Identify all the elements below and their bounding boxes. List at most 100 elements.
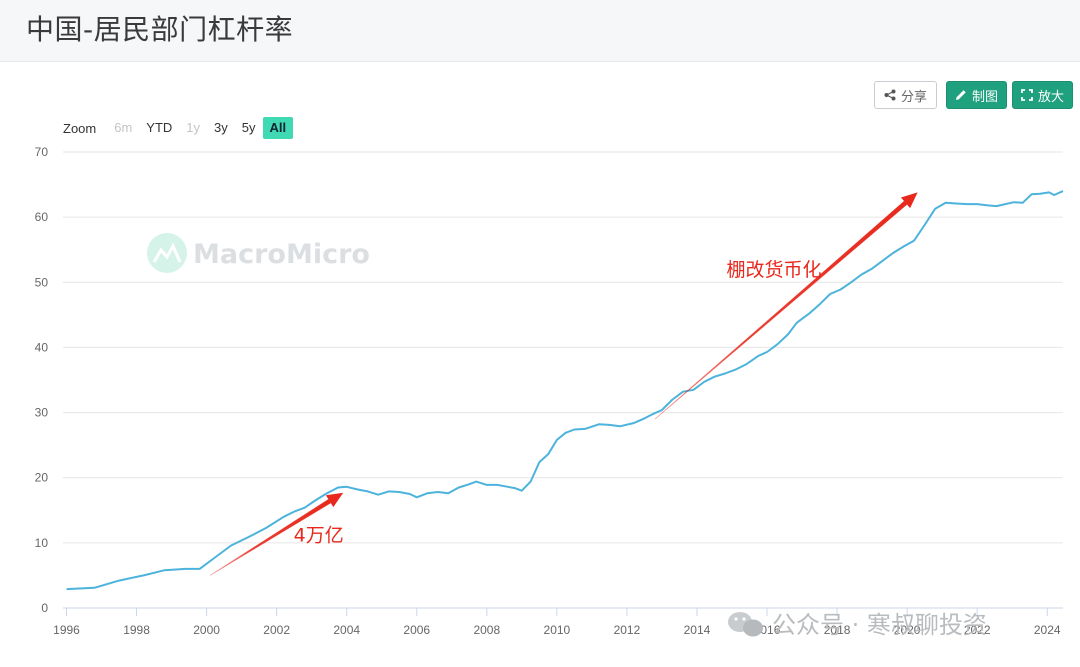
data-point xyxy=(1031,194,1033,196)
data-point xyxy=(447,493,449,495)
fullscreen-label: 放大 xyxy=(1037,89,1064,105)
zoom-ytd-button[interactable]: YTD xyxy=(146,120,173,135)
data-point xyxy=(1013,201,1015,203)
data-point xyxy=(693,389,695,391)
page-title: 中国-居民部门杠杆率 xyxy=(26,13,294,46)
data-point xyxy=(409,493,411,495)
x-tick-label: 2004 xyxy=(333,623,360,637)
data-point xyxy=(164,569,166,571)
wechat-icon xyxy=(728,612,763,637)
data-point xyxy=(850,281,852,283)
data-point xyxy=(682,391,684,393)
data-point xyxy=(787,334,789,336)
zoom-1y-button[interactable]: 1y xyxy=(186,120,201,135)
x-tick-label: 2018 xyxy=(824,623,851,637)
data-point xyxy=(757,355,759,357)
x-tick-label: 2022 xyxy=(964,623,991,637)
y-tick-label: 60 xyxy=(35,210,49,224)
data-point xyxy=(199,568,201,570)
zoom-5y-button[interactable]: 5y xyxy=(241,120,256,135)
data-point xyxy=(892,252,894,254)
data-point xyxy=(507,486,509,488)
data-point xyxy=(539,461,541,463)
zoom-label: Zoom xyxy=(63,120,97,136)
data-point xyxy=(325,493,327,495)
data-point xyxy=(185,568,187,570)
data-point xyxy=(584,428,586,430)
data-point xyxy=(377,494,379,496)
data-point xyxy=(514,487,516,489)
x-tick-label: 1998 xyxy=(123,623,150,637)
gridlines xyxy=(63,151,1063,609)
x-tick-label: 2006 xyxy=(403,623,430,637)
annotations: 4万亿 棚改货币化 xyxy=(209,192,918,576)
data-point xyxy=(497,484,499,486)
share-button[interactable]: 分享 xyxy=(874,81,937,109)
data-point xyxy=(66,588,68,590)
data-point xyxy=(1062,190,1064,192)
data-point xyxy=(1053,194,1055,196)
macromicro-logo-icon xyxy=(147,233,187,273)
annotation-label: 4万亿 xyxy=(294,525,344,547)
y-tick-label: 20 xyxy=(35,471,49,485)
annotation-arrow-shaft xyxy=(654,200,908,420)
data-point xyxy=(903,246,905,248)
data-point xyxy=(619,425,621,427)
draw-label: 制图 xyxy=(971,89,998,105)
data-point xyxy=(777,343,779,345)
x-tick-label: 2014 xyxy=(684,623,711,637)
y-tick-label: 0 xyxy=(41,601,48,615)
data-point xyxy=(521,490,523,492)
data-point xyxy=(94,587,96,589)
data-point xyxy=(840,289,842,291)
x-tick-label: 2002 xyxy=(263,623,290,637)
data-point xyxy=(314,500,316,502)
annotation-arrowhead xyxy=(325,492,344,508)
watermark-text: MacroMicro xyxy=(193,239,370,270)
data-point xyxy=(293,511,295,513)
data-point xyxy=(337,487,339,489)
data-point xyxy=(924,224,926,226)
data-point xyxy=(265,527,267,529)
data-point xyxy=(934,208,936,210)
page-header: 中国-居民部门杠杆率 xyxy=(0,0,1080,62)
data-point xyxy=(829,293,831,295)
data-point xyxy=(871,268,873,270)
y-tick-label: 40 xyxy=(35,340,49,354)
x-tick-label: 2020 xyxy=(894,623,921,637)
data-point xyxy=(426,493,428,495)
data-point xyxy=(213,558,215,560)
data-point xyxy=(966,203,968,205)
data-point xyxy=(913,240,915,242)
series-line xyxy=(66,190,1064,591)
x-tick-label: 2024 xyxy=(1034,623,1061,637)
footer-watermark-text: 公众号 · 寒叔聊投资 xyxy=(772,611,987,639)
zoom-all-button[interactable]: All xyxy=(262,117,294,139)
axes: 0 10 20 30 40 50 60 70 1996 1998 2000 2002 2004 2006 2… xyxy=(35,145,1061,637)
data-point xyxy=(796,322,798,324)
data-point xyxy=(808,313,810,315)
x-tick-label: 2012 xyxy=(614,623,641,637)
data-point xyxy=(714,376,716,378)
zoom-6m-button[interactable]: 6m xyxy=(114,120,133,135)
fullscreen-button[interactable]: 放大 xyxy=(1012,81,1073,109)
zoom-3y-button[interactable]: 3y xyxy=(214,120,228,135)
data-point xyxy=(633,422,635,424)
data-point xyxy=(735,369,737,371)
data-point xyxy=(230,545,232,547)
data-point xyxy=(398,491,400,493)
annotation-arrowhead xyxy=(900,192,918,209)
data-point xyxy=(945,202,947,204)
data-point xyxy=(976,203,978,205)
annotation-label: 棚改货币化 xyxy=(727,259,822,281)
macromicro-logo-mark xyxy=(152,242,182,263)
data-point xyxy=(476,481,478,483)
share-icon xyxy=(884,89,896,101)
data-point xyxy=(574,429,576,431)
data-point xyxy=(469,483,471,485)
draw-button[interactable]: 制图 xyxy=(946,81,1007,109)
data-point xyxy=(143,575,145,577)
data-point xyxy=(861,274,863,276)
data-point xyxy=(1048,192,1050,194)
